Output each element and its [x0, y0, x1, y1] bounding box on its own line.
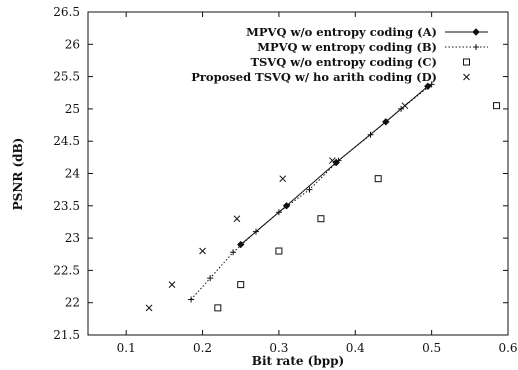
y-tick-label: 25.5	[53, 70, 80, 84]
data-point	[306, 186, 313, 193]
y-tick-label: 21.5	[53, 328, 80, 342]
data-point	[188, 296, 195, 303]
legend-marker	[463, 58, 470, 66]
legend-item: MPVQ w entropy coding (B)	[257, 40, 488, 54]
data-point	[214, 304, 222, 312]
x-tick-label: 0.3	[269, 341, 288, 355]
y-tick-label: 26.5	[53, 5, 80, 19]
y-tick-label: 23.5	[53, 199, 80, 213]
legend-label: MPVQ w/o entropy coding (A)	[246, 25, 437, 39]
y-tick-label: 22	[65, 296, 80, 310]
data-point	[279, 175, 287, 183]
y-tick-label: 24.5	[53, 134, 80, 148]
y-tick-label: 23	[65, 231, 80, 245]
y-tick-label: 24	[65, 167, 81, 181]
data-point	[207, 275, 214, 282]
data-point	[428, 81, 435, 88]
y-tick-label: 26	[65, 37, 80, 51]
data-point	[275, 247, 283, 255]
legend-marker	[473, 44, 479, 50]
legend-item: MPVQ w/o entropy coding (A)	[246, 25, 488, 39]
x-axis: 0.1 0.2 0.3 0.4 0.5 0.6	[117, 12, 518, 355]
legend-marker	[472, 28, 480, 36]
data-point	[367, 131, 374, 138]
data-point	[329, 157, 336, 164]
data-point	[253, 228, 259, 235]
data-point	[168, 281, 176, 288]
x-tick-label: 0.1	[117, 341, 136, 355]
data-point	[145, 304, 153, 312]
series-3	[145, 102, 409, 312]
x-tick-label: 0.2	[193, 341, 212, 355]
data-point	[237, 281, 245, 289]
data-point	[401, 102, 409, 110]
series-1	[188, 81, 435, 303]
legend-item: Proposed TSVQ w/ ho arith coding (D)	[191, 70, 470, 84]
x-tick-label: 0.6	[498, 341, 517, 355]
legend-item: TSVQ w/o entropy coding (C)	[250, 55, 470, 69]
data-point	[374, 175, 382, 183]
legend: MPVQ w/o entropy coding (A)MPVQ w entrop…	[191, 25, 488, 84]
data-point	[317, 215, 325, 223]
y-axis-label: PSNR (dB)	[11, 138, 25, 211]
legend-label: MPVQ w entropy coding (B)	[257, 40, 437, 54]
series-layer	[145, 81, 501, 312]
x-tick-label: 0.4	[346, 341, 365, 355]
y-axis: 21.5 22 22.5 23 23.5 24 24.5 25 25.5 26 26.5	[53, 5, 508, 342]
data-point	[493, 102, 501, 110]
legend-marker	[463, 73, 470, 81]
data-point	[335, 157, 342, 164]
series-line	[190, 83, 432, 300]
data-point	[237, 240, 245, 249]
data-point	[275, 209, 282, 216]
series-2	[214, 102, 501, 312]
y-tick-label: 25	[65, 102, 80, 116]
x-axis-label: Bit rate (bpp)	[252, 354, 344, 368]
data-point	[233, 215, 241, 223]
legend-label: Proposed TSVQ w/ ho arith coding (D)	[191, 70, 437, 84]
data-point	[282, 202, 291, 210]
data-point	[199, 247, 206, 255]
x-tick-label: 0.5	[422, 341, 441, 355]
y-tick-label: 22.5	[53, 263, 80, 277]
legend-label: TSVQ w/o entropy coding (C)	[250, 55, 437, 69]
data-point	[398, 105, 405, 112]
data-point	[230, 249, 237, 256]
